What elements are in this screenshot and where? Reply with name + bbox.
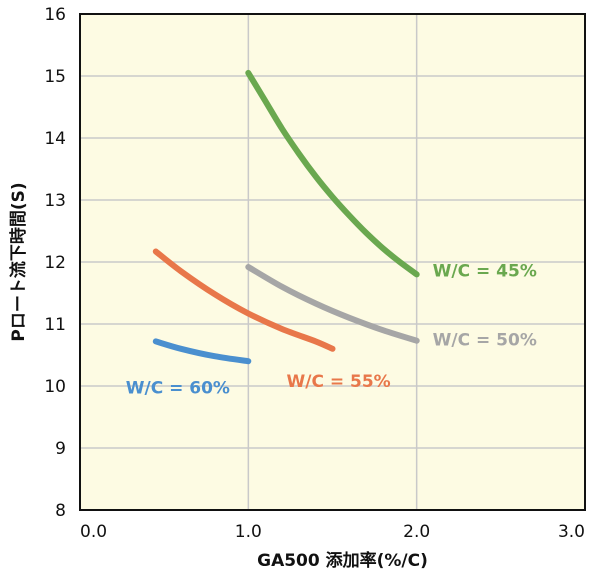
y-tick-label: 11 <box>44 315 66 335</box>
y-axis-title: Pロート流下時間(S) <box>8 182 29 341</box>
x-axis-title: GA500 添加率(%/C) <box>257 550 428 571</box>
x-tick-label: 2.0 <box>403 522 430 542</box>
series-line <box>152 248 336 352</box>
series-label: W/C = 50% <box>433 331 537 351</box>
y-tick-label: 14 <box>44 129 66 149</box>
x-tick-labels: 0.0 1.0 2.0 3.0 <box>80 522 585 542</box>
series-layer <box>152 69 420 365</box>
y-tick-label: 12 <box>44 253 66 273</box>
plot-frame <box>79 13 586 511</box>
y-tick-label: 16 <box>44 5 66 25</box>
series-line <box>152 338 252 365</box>
y-tick-label: 13 <box>44 191 66 211</box>
series-labels: W/C = 45% W/C = 50% W/C = 55% W/C = 60% <box>126 261 537 398</box>
y-tick-label: 8 <box>55 501 66 521</box>
x-tick-label: 3.0 <box>558 522 585 542</box>
y-tick-label: 15 <box>44 67 66 87</box>
series-label: W/C = 55% <box>287 372 391 392</box>
series-label: W/C = 45% <box>433 261 537 281</box>
x-tick-label: 1.0 <box>235 522 262 542</box>
series-line <box>245 264 420 344</box>
y-tick-label: 10 <box>44 377 66 397</box>
y-tick-labels: 8 9 10 11 12 13 14 15 16 <box>44 5 66 521</box>
y-tick-label: 9 <box>55 439 66 459</box>
x-tick-label: 0.0 <box>80 522 107 542</box>
series-label: W/C = 60% <box>126 378 230 398</box>
series-line <box>245 69 420 278</box>
